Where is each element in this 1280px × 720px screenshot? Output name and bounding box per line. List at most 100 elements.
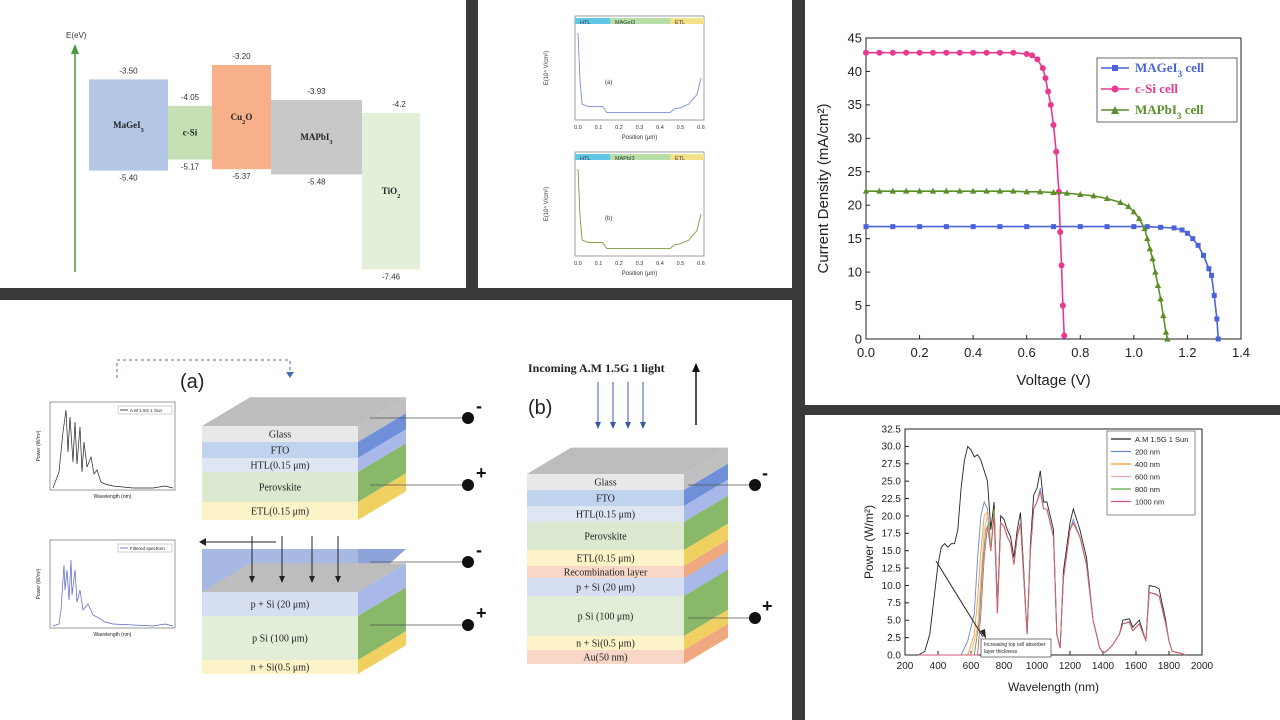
device-a-top-layer <box>202 442 358 458</box>
data-point <box>1215 336 1221 342</box>
device-b-side <box>684 623 728 664</box>
device-b-side <box>684 495 728 550</box>
device-b-layer <box>527 566 684 578</box>
x-tick-label: 0.2 <box>911 345 929 360</box>
field-plot-label: (a) <box>605 80 612 86</box>
y-axis-label: E(10⁴ V/cm²) <box>543 51 550 86</box>
device-b-layer-label: n + Si(0.5 μm) <box>576 639 635 650</box>
band-bottom-label: -7.46 <box>382 272 401 281</box>
filtered-light-arrowhead <box>279 576 285 583</box>
x-axis-label: Voltage (V) <box>1016 372 1090 389</box>
reflected-light-arrowhead <box>199 538 206 546</box>
device-b-layer-label: p + Si (20 μm) <box>576 583 635 594</box>
x-tick-label: 800 <box>996 661 1013 672</box>
band-bottom-label: -5.17 <box>181 163 200 172</box>
y-tick-label: 25.0 <box>882 476 902 487</box>
data-point <box>876 187 883 194</box>
data-point <box>996 187 1004 194</box>
data-point <box>1061 332 1068 339</box>
light-path-arrowhead <box>286 372 294 378</box>
data-point <box>1077 191 1084 198</box>
band-cu <box>212 65 271 170</box>
data-point <box>890 224 896 230</box>
jv-chart-panel: 0.0 0.2 0.4 0.6 0.8 1.0 1.2 1.4 0 5 10 15 20 25 30 35 40… <box>805 0 1280 405</box>
x-tick-label: 1200 <box>1059 661 1082 672</box>
data-point <box>1144 224 1150 230</box>
x-tick-label: 0.2 <box>615 125 623 131</box>
x-tick-label: 0.4 <box>964 345 982 360</box>
band-top-label: -4.05 <box>181 93 200 102</box>
legend-marker <box>1111 106 1119 114</box>
data-point <box>1144 235 1151 242</box>
energy-axis-label: E(eV) <box>66 31 87 40</box>
field-plot-frame <box>574 151 705 257</box>
x-tick-label: 0.4 <box>656 125 664 131</box>
data-point <box>1103 195 1111 202</box>
device-b-layer <box>527 650 684 664</box>
device-a-top-layer <box>202 426 358 442</box>
device-a-top-layer-label: HTL(0.15 μm) <box>250 461 309 472</box>
data-point <box>983 49 990 56</box>
device-a-top-side <box>358 443 406 502</box>
band-top-label: -3.93 <box>307 87 326 96</box>
x-tick-label: 1.4 <box>1232 345 1250 360</box>
y-tick-label: 7.5 <box>887 598 901 609</box>
x-tick-label: 600 <box>963 661 980 672</box>
y-tick-label: 2.5 <box>887 633 901 644</box>
device-a-top-side <box>358 429 406 472</box>
data-point <box>1057 228 1064 235</box>
device-a-bottom-side <box>358 631 406 674</box>
data-point <box>1131 224 1137 230</box>
device-a-top-side <box>358 397 406 442</box>
band-mapbi <box>271 100 362 175</box>
data-point <box>916 49 923 56</box>
device-a-bottom-side <box>358 587 406 660</box>
legend-label: MAPbI3 cell <box>1135 102 1204 121</box>
region-label: MAGeI3 <box>615 20 635 26</box>
x-tick-label: 0.5 <box>677 261 685 267</box>
spectrum-chart-panel: 200 400 600 800 1000 1200 1400 1600 1800 2000 0.0 2… <box>805 415 1280 720</box>
data-point <box>956 187 963 194</box>
band-c-si <box>168 105 212 160</box>
data-point <box>1010 187 1017 194</box>
inset-x-label: Wavelength (nm) <box>94 632 132 638</box>
data-point <box>943 49 950 56</box>
field-plots-panel: HTL MAGeI3 ETL (a) 0.0 0.1 0.2 0.3 0.4 0.5 0.6 Posi… <box>478 0 792 288</box>
device-a-bottom-top-face <box>202 563 406 592</box>
data-point <box>863 224 869 230</box>
x-tick-label: 1600 <box>1125 661 1148 672</box>
data-point <box>970 49 977 56</box>
band-name-label: MAPbI3 <box>300 132 332 146</box>
legend-marker <box>1111 85 1119 93</box>
series-line <box>918 491 1186 656</box>
data-point <box>1195 242 1201 248</box>
device-b-layer <box>527 474 684 490</box>
annotation-box <box>980 638 1052 658</box>
data-point <box>1162 328 1170 335</box>
band-diagram: E(eV) -3.50 -5.40 MaGeI3 -4.05 -5.17 c-Si -3.20… <box>66 31 420 281</box>
data-point <box>1160 312 1167 319</box>
region-bar <box>670 18 704 24</box>
data-point <box>863 49 869 56</box>
filtered-light-arrowhead <box>309 576 315 583</box>
device-a-bottom-layer <box>202 660 358 674</box>
x-tick-label: 400 <box>930 661 947 672</box>
data-point <box>1036 188 1044 195</box>
data-point <box>1042 75 1049 82</box>
data-point <box>1050 189 1057 196</box>
series-line <box>866 51 1065 336</box>
device-b-layer-label: Perovskite <box>584 532 627 543</box>
data-point <box>1141 225 1148 232</box>
data-point <box>902 187 910 194</box>
y-tick-label: 10 <box>848 264 862 279</box>
region-bar <box>610 154 670 160</box>
device-b-label: (b) <box>528 397 552 419</box>
data-point <box>876 49 883 56</box>
band-name-label: MaGeI3 <box>113 120 144 134</box>
y-axis-label: E(10⁴ V/cm²) <box>543 187 550 222</box>
device-a-top-layer <box>202 472 358 502</box>
inset-legend-label: A.M 1.5G 1 Sun <box>130 408 163 413</box>
device-b-side <box>684 479 728 522</box>
device-b-layer <box>527 506 684 522</box>
data-point <box>917 224 923 230</box>
